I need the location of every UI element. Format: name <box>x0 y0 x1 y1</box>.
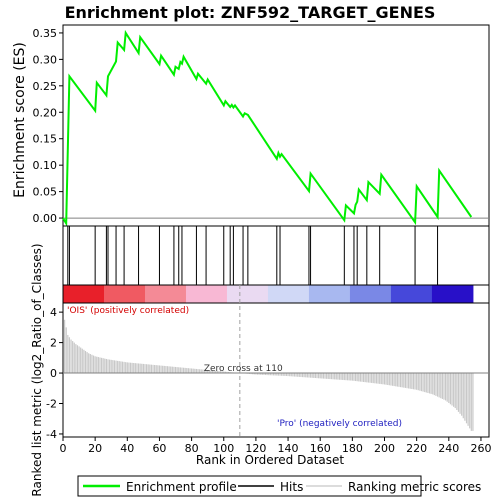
x-tick-label: 40 <box>120 442 134 455</box>
x-axis-label: Rank in Ordered Dataset <box>196 453 344 467</box>
es-y-tick-label: 0.25 <box>33 80 58 93</box>
es-y-tick-label: 0.30 <box>33 53 58 66</box>
heatmap-segment <box>63 285 105 303</box>
metric-y-tick-label: 0 <box>50 367 57 380</box>
chart-title: Enrichment plot: ZNF592_TARGET_GENES <box>65 3 436 22</box>
x-tick-label: 100 <box>213 442 234 455</box>
heatmap-segment <box>267 285 310 303</box>
es-y-tick-label: 0.00 <box>33 212 58 225</box>
negative-correlation-label: 'Pro' (negatively correlated) <box>277 419 402 429</box>
hits-frame <box>62 225 490 286</box>
hits-panel <box>62 225 490 286</box>
es-plot-frame <box>62 24 490 227</box>
heatmap-segment <box>185 285 228 303</box>
metric-y-tick-label: -2 <box>46 398 57 411</box>
metric-y-tick-label: 2 <box>50 337 57 350</box>
heatmap-segment <box>308 285 351 303</box>
x-tick-label: 80 <box>185 442 199 455</box>
x-tick-label: 220 <box>406 442 427 455</box>
zero-cross-label: Zero cross at 110 <box>204 364 283 374</box>
legend-label-hits: Hits <box>280 480 303 494</box>
x-tick-label: 260 <box>470 442 491 455</box>
positive-correlation-label: 'OIS' (positively correlated) <box>67 306 189 316</box>
heatmap-segment <box>390 285 433 303</box>
es-y-tick-label: 0.10 <box>33 159 58 172</box>
x-tick-label: 140 <box>278 442 299 455</box>
metric-axis-label: Ranked list metric (log2_Ratio_of_Classe… <box>30 243 44 496</box>
ranking-heatmap-bar <box>62 284 490 304</box>
es-y-tick-label: 0.15 <box>33 133 58 146</box>
heatmap-segment <box>103 285 146 303</box>
x-tick-label: 160 <box>310 442 331 455</box>
metric-y-tick-label: 4 <box>50 306 57 319</box>
ranked-metric-panel: -4 -2 0 2 4 Zero cross at 110 'OIS' (positivel… <box>46 285 491 455</box>
heatmap-segment <box>226 285 269 303</box>
x-tick-label: 60 <box>152 442 166 455</box>
enrichment-profile-line <box>62 29 473 227</box>
x-tick-label: 200 <box>374 442 395 455</box>
heatmap-segment <box>349 285 392 303</box>
heatmap-segment <box>144 285 187 303</box>
es-axis-label: Enrichment score (ES) <box>12 42 28 198</box>
es-y-tick-label: 0.05 <box>33 186 58 199</box>
es-y-tick-label: 0.20 <box>33 106 58 119</box>
x-tick-label: 120 <box>245 442 266 455</box>
enrichment-score-panel: 0.00 0.05 0.10 0.15 0.20 0.25 0.30 0.35 <box>33 24 490 227</box>
x-tick-label: 0 <box>60 442 67 455</box>
heatmap-segment <box>431 285 474 303</box>
x-tick-label: 240 <box>438 442 459 455</box>
legend-label-ranking-metric: Ranking metric scores <box>348 480 481 494</box>
legend-label-enrichment-profile: Enrichment profile <box>126 480 237 494</box>
legend: Enrichment profile Hits Ranking metric s… <box>77 475 481 497</box>
es-y-tick-label: 0.35 <box>33 27 58 40</box>
x-tick-label: 180 <box>342 442 363 455</box>
x-tick-label: 20 <box>88 442 102 455</box>
metric-y-tick-label: -4 <box>46 428 57 441</box>
